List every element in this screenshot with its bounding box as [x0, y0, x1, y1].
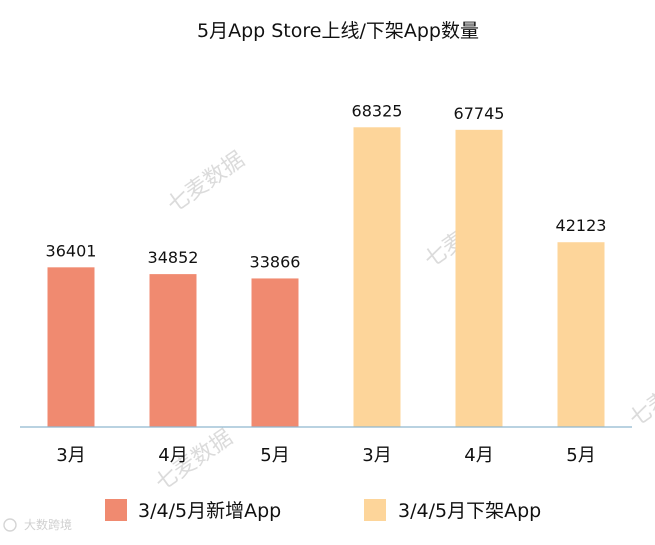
legend-swatch	[105, 499, 127, 521]
data-labels-layer: 36401 34852 33866 68325 67745 42123	[46, 101, 607, 271]
x-tick-label: 5月	[566, 445, 595, 466]
bar	[251, 278, 299, 427]
x-tick-label: 3月	[56, 445, 85, 466]
legend-label: 3/4/5月下架App	[398, 500, 541, 522]
bars-layer	[47, 127, 605, 428]
data-label: 33866	[250, 252, 301, 271]
x-tick-label: 4月	[158, 445, 187, 466]
bar	[47, 267, 95, 427]
bar	[455, 129, 503, 428]
x-tick-label: 4月	[464, 445, 493, 466]
logo-icon	[3, 518, 17, 532]
x-tick-label: 3月	[362, 445, 391, 466]
logo-mark: 大数跨境	[3, 517, 72, 532]
data-label: 34852	[148, 248, 199, 267]
watermark-text: 七麦数据	[163, 147, 249, 218]
x-axis-tick-labels: 3月 4月 5月 3月 4月 5月	[56, 445, 595, 466]
legend-label: 3/4/5月新增App	[138, 500, 281, 522]
bar	[557, 242, 605, 427]
bar	[353, 127, 401, 427]
data-label: 68325	[352, 101, 403, 120]
legend-swatch	[364, 499, 386, 521]
logo-text: 大数跨境	[24, 517, 72, 532]
legend: 3/4/5月新增App 3/4/5月下架App	[105, 499, 541, 522]
data-label: 36401	[46, 241, 97, 260]
data-label: 42123	[556, 216, 607, 235]
bar	[149, 274, 197, 427]
x-tick-label: 5月	[260, 445, 289, 466]
chart-title: 5月App Store上线/下架App数量	[197, 20, 479, 42]
watermark-text: 七麦数据	[625, 361, 655, 432]
data-label: 67745	[454, 104, 505, 123]
